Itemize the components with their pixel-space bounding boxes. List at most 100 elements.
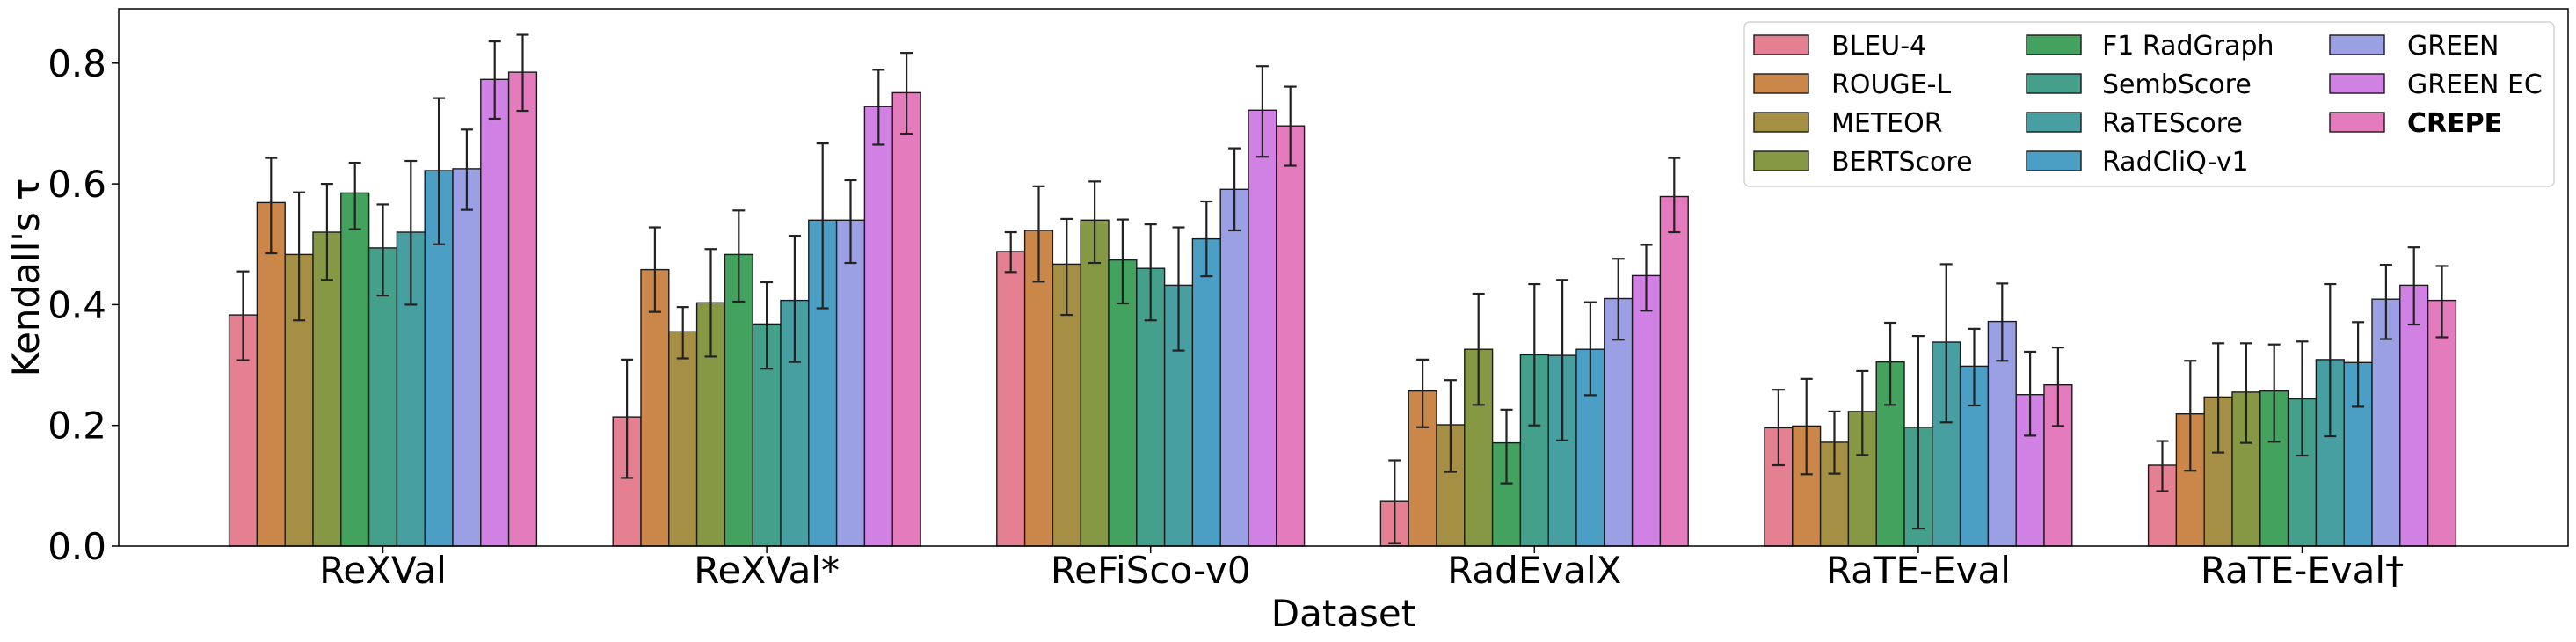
legend-swatch	[2329, 34, 2385, 55]
error-bar	[320, 183, 333, 281]
error-bar	[1172, 226, 1185, 352]
legend-label: GREEN EC	[2407, 69, 2543, 100]
bar-bleu-4-refisco-v0	[996, 251, 1026, 547]
bar-f1-radgraph-rexval-	[724, 253, 753, 547]
error-bar	[2296, 340, 2309, 457]
bar-green-ec-rexval-	[863, 106, 893, 547]
error-bar	[265, 157, 278, 255]
error-bar	[2324, 282, 2337, 438]
x-axis: ReXVal ReXVal* ReFiSco-v0 RadEvalX RaTE-Eval…	[319, 546, 2404, 592]
x-tick-label: RaTE-Eval†	[2201, 549, 2404, 592]
error-bar	[1388, 459, 1401, 544]
bar-sembscore-rexval	[367, 247, 398, 547]
bar-green-ec-rexval	[480, 78, 510, 547]
bar-f1-radgraph-rexval	[340, 192, 370, 547]
error-bar	[704, 248, 717, 358]
error-bars-layer	[236, 33, 2449, 544]
legend-swatch	[2026, 112, 2082, 133]
error-bar	[732, 209, 746, 303]
error-bar	[2024, 350, 2037, 437]
error-bar	[676, 306, 689, 360]
bar-bertscore-refisco-v0	[1080, 219, 1110, 547]
y-tick-label: 0.0	[47, 525, 106, 568]
legend-item-ratescore: RaTEScore	[2026, 108, 2243, 139]
error-bar	[348, 161, 361, 230]
error-bar	[1200, 200, 1213, 278]
legend-label: RadCliQ-v1	[2102, 147, 2249, 178]
legend-item-meteor: METEOR	[1753, 108, 1943, 139]
error-bar	[1939, 263, 1953, 424]
error-bar	[1800, 377, 1813, 476]
bar-sembscore-rexval-	[752, 323, 782, 547]
bar-green-ec-radevalx	[1631, 274, 1662, 547]
error-bar	[404, 159, 418, 306]
error-bar	[293, 191, 306, 322]
error-bar	[2379, 263, 2392, 340]
bar-crepe-radevalx	[1659, 195, 1689, 547]
legend-swatch	[1753, 34, 1809, 55]
legend-item-radcliq-v1: RadCliQ-v1	[2026, 147, 2249, 178]
error-bar	[1884, 321, 1897, 406]
error-bar	[1772, 389, 1785, 467]
error-bar	[1472, 292, 1485, 406]
error-bar	[760, 281, 774, 370]
error-bar	[433, 97, 446, 245]
y-axis: 0.0 0.2 0.4 0.6 0.8	[47, 42, 119, 568]
legend-swatch	[2329, 112, 2385, 133]
error-bar	[488, 40, 501, 120]
error-bar	[1556, 279, 1569, 441]
bar-green-ec-refisco-v0	[1248, 109, 1277, 547]
error-bar	[2352, 321, 2365, 408]
bar-green-rexval	[452, 168, 482, 547]
error-bar	[1500, 408, 1513, 485]
x-tick-label: RadEvalX	[1447, 549, 1621, 592]
y-tick-label: 0.8	[47, 42, 106, 85]
error-bar	[2267, 343, 2281, 443]
legend-label: CREPE	[2407, 108, 2502, 139]
error-bar	[516, 33, 529, 113]
error-bar	[2239, 342, 2252, 444]
error-bar	[1444, 379, 1457, 473]
error-bar	[376, 203, 389, 297]
legend-label: BERTScore	[1831, 147, 1973, 178]
bar-f1-radgraph-refisco-v0	[1108, 259, 1138, 547]
error-bar	[1255, 65, 1269, 158]
error-bar	[1996, 282, 2009, 362]
error-bar	[1144, 223, 1157, 322]
x-tick-label: ReXVal*	[694, 549, 840, 592]
error-bar	[1284, 85, 1297, 167]
error-bar	[2051, 347, 2064, 427]
error-bar	[1228, 147, 1241, 232]
error-bar	[460, 128, 473, 211]
y-tick-label: 0.2	[47, 405, 106, 448]
bar-radcliq-v1-refisco-v0	[1191, 237, 1221, 547]
error-bar	[1004, 230, 1017, 274]
error-bar	[1116, 218, 1129, 305]
y-tick-label: 0.6	[47, 163, 106, 206]
legend-item-rouge-l: ROUGE-L	[1753, 69, 1951, 100]
error-bar	[1612, 258, 1625, 341]
legend-item-green: GREEN	[2329, 31, 2499, 62]
error-bar	[900, 52, 913, 135]
plot-frame	[118, 8, 2569, 547]
error-bar	[1668, 157, 1681, 234]
legend-item-bertscore: BERTScore	[1753, 147, 1973, 178]
error-bar	[1032, 185, 1045, 283]
legend-swatch	[2329, 73, 2385, 94]
legend-label: SembScore	[2102, 69, 2252, 100]
error-bar	[788, 235, 801, 363]
error-bar	[2407, 246, 2420, 326]
legend-label: BLEU-4	[1831, 31, 1926, 62]
error-bar	[2212, 342, 2225, 454]
error-bar	[1416, 358, 1430, 428]
error-bar	[236, 270, 250, 361]
error-bar	[1828, 410, 1841, 475]
legend-swatch	[1753, 112, 1809, 133]
legend-item-bleu-4: BLEU-4	[1753, 31, 1926, 62]
x-tick-label: ReXVal	[319, 549, 447, 592]
legend-label: ROUGE-L	[1831, 69, 1951, 100]
legend: BLEU-4 ROUGE-L METEOR BERTScore F1 RadGraph S…	[1743, 21, 2555, 187]
legend-swatch	[2026, 34, 2082, 55]
bar-crepe-refisco-v0	[1276, 125, 1306, 547]
